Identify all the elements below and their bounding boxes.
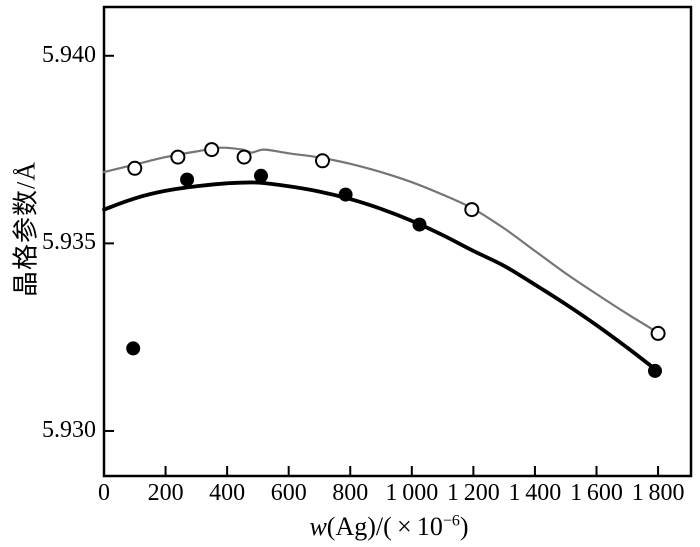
open-sample-points-marker: [464, 202, 480, 218]
plot-frame: [102, 5, 693, 478]
y-tick-label: 5.935: [42, 229, 96, 256]
filled-sample-fit-curve: [102, 180, 657, 371]
filled-sample-points-marker: [338, 187, 353, 202]
x-axis-label: w(Ag)/( × 10−6): [309, 512, 468, 542]
open-sample-fit-curve: [102, 146, 660, 334]
filled-sample-points-marker: [648, 363, 662, 378]
open-sample-points-marker: [236, 149, 252, 165]
open-sample-points-marker: [127, 160, 143, 176]
x-axis-label-body: (Ag)/( × 10: [326, 512, 443, 541]
x-tick-label: 1 200: [446, 480, 500, 506]
filled-sample-points-marker: [126, 341, 141, 356]
y-tick-label: 5.930: [42, 417, 96, 444]
x-tick-label: 800: [332, 480, 369, 506]
x-tick-label: 600: [270, 480, 307, 506]
filled-sample-points-marker: [254, 168, 268, 183]
open-sample-points-marker: [204, 142, 220, 158]
x-tick-label: 400: [209, 480, 246, 506]
filled-sample-points-marker: [412, 217, 427, 232]
x-tick-label: 1 400: [508, 480, 562, 506]
x-tick-label: 200: [147, 480, 184, 506]
open-sample-points-marker: [170, 149, 186, 165]
open-sample-points-marker: [315, 153, 330, 169]
x-tick-label: 1 000: [385, 480, 439, 506]
y-tick-label: 5.940: [42, 42, 96, 68]
x-axis-label-exponent: −6: [442, 512, 460, 530]
x-tick-label: 1 800: [631, 480, 685, 506]
open-sample-points-marker: [650, 325, 666, 341]
x-axis-label-closing: ): [459, 512, 469, 541]
y-axis-label: 晶格参数/Å: [11, 160, 41, 298]
x-axis-label-variable: w: [309, 512, 327, 541]
x-tick-label: 1 600: [570, 480, 623, 506]
filled-sample-points-marker: [180, 172, 195, 187]
x-tick-label: 0: [98, 480, 110, 506]
